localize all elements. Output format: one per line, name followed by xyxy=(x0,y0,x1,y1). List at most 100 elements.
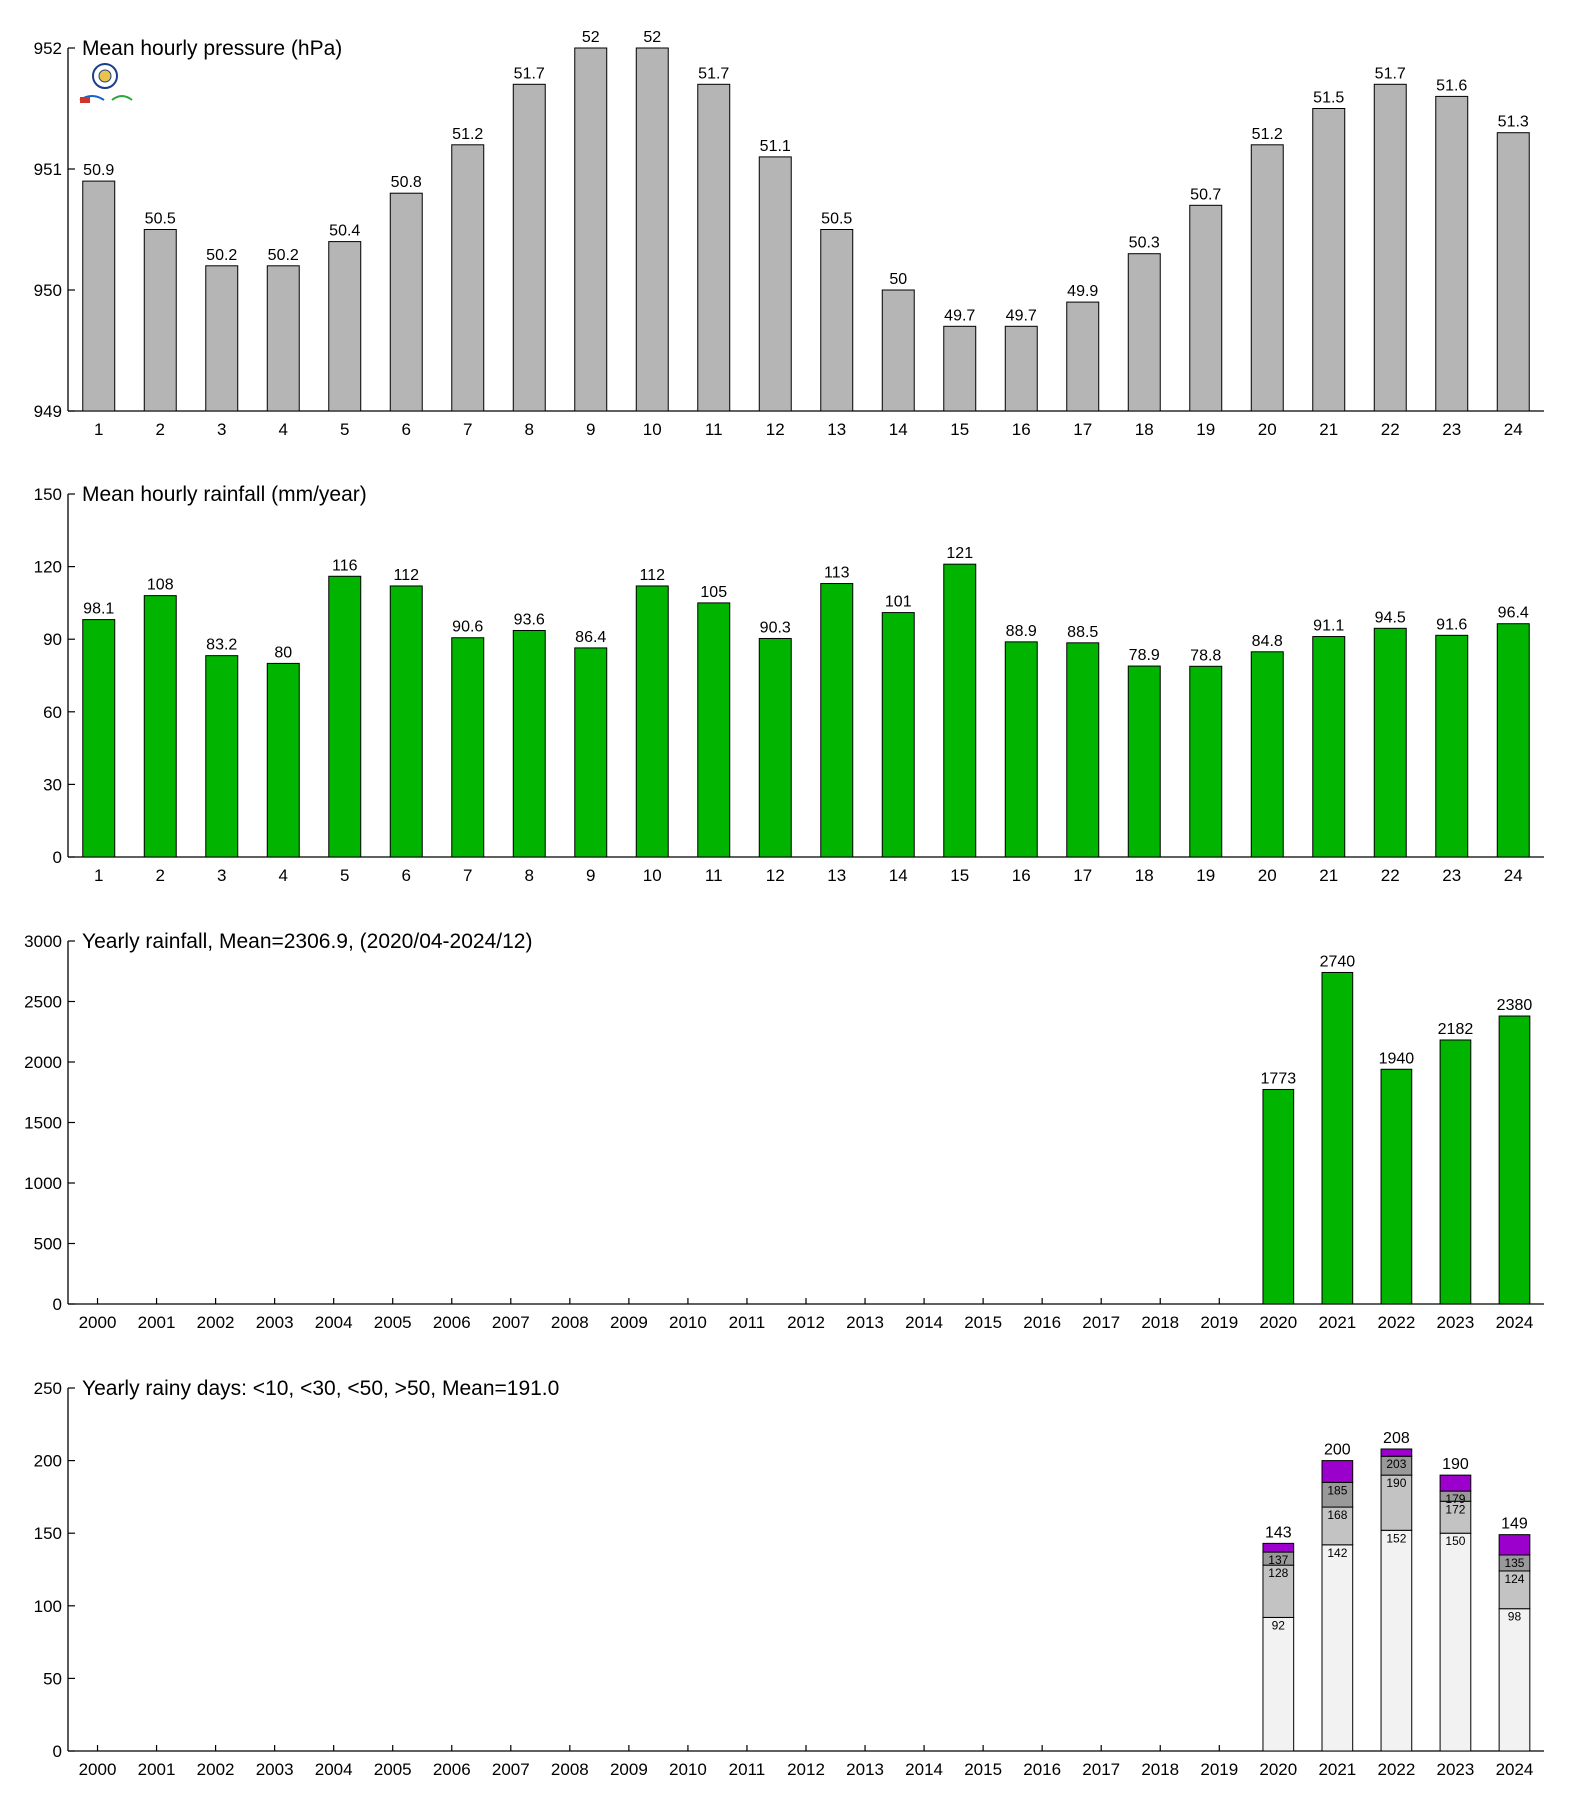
total-label: 149 xyxy=(1501,1516,1528,1533)
x-tick-label: 15 xyxy=(950,866,969,885)
x-tick-label: 8 xyxy=(525,866,534,885)
bar xyxy=(1250,144,1284,412)
data-label: 50.2 xyxy=(268,247,299,264)
data-label: 50.3 xyxy=(1129,235,1160,252)
data-label: 116 xyxy=(332,557,358,574)
x-tick-label: 2014 xyxy=(905,1313,943,1332)
bar xyxy=(1250,651,1284,858)
x-tick-label: 13 xyxy=(827,420,846,439)
x-tick-label: 2000 xyxy=(79,1760,117,1779)
data-label: 51.7 xyxy=(1375,65,1406,82)
bar xyxy=(1498,1015,1531,1305)
segment-label: 142 xyxy=(1327,1546,1347,1560)
x-tick-label: 2017 xyxy=(1082,1760,1120,1779)
x-tick-label: 18 xyxy=(1135,420,1154,439)
x-tick-label: 2016 xyxy=(1023,1313,1061,1332)
y-tick-label: 90 xyxy=(43,630,62,649)
bar xyxy=(82,619,116,858)
x-tick-label: 2015 xyxy=(964,1760,1002,1779)
x-tick-label: 15 xyxy=(950,420,969,439)
total-label: 200 xyxy=(1324,1442,1351,1459)
data-label: 78.9 xyxy=(1129,647,1160,664)
data-label: 50.2 xyxy=(206,247,237,264)
x-tick-label: 2011 xyxy=(729,1313,766,1332)
bar xyxy=(1435,95,1469,412)
bar xyxy=(143,229,177,412)
bar xyxy=(1312,108,1346,412)
stacked-bar-segment xyxy=(1321,1460,1354,1483)
x-tick-label: 2006 xyxy=(433,1760,471,1779)
x-tick-label: 7 xyxy=(463,866,472,885)
y-tick-label: 2500 xyxy=(24,993,62,1012)
segment-label: 172 xyxy=(1445,1502,1465,1516)
x-tick-label: 2020 xyxy=(1259,1313,1297,1332)
x-tick-label: 2 xyxy=(156,420,165,439)
x-tick-label: 2010 xyxy=(669,1313,707,1332)
x-tick-label: 3 xyxy=(217,420,226,439)
data-label: 51.6 xyxy=(1436,77,1467,94)
x-tick-label: 2023 xyxy=(1437,1313,1475,1332)
y-tick-label: 951 xyxy=(34,160,62,179)
x-tick-label: 2006 xyxy=(433,1313,471,1332)
y-tick-label: 0 xyxy=(53,848,62,867)
y-tick-label: 50 xyxy=(43,1669,62,1688)
bar xyxy=(1127,253,1161,412)
bar xyxy=(205,655,239,858)
x-tick-label: 5 xyxy=(340,866,349,885)
x-tick-label: 2018 xyxy=(1141,1760,1179,1779)
bar xyxy=(1066,301,1100,412)
bar xyxy=(943,325,977,412)
y-tick-label: 1500 xyxy=(24,1114,62,1133)
x-tick-label: 6 xyxy=(402,420,411,439)
y-tick-label: 100 xyxy=(34,1597,62,1616)
x-tick-label: 22 xyxy=(1381,420,1400,439)
x-tick-label: 2019 xyxy=(1200,1313,1238,1332)
y-tick-label: 150 xyxy=(34,1524,62,1543)
stacked-bar-segment xyxy=(1321,1506,1354,1546)
x-tick-label: 1 xyxy=(94,866,103,885)
x-tick-label: 2011 xyxy=(729,1760,766,1779)
bar xyxy=(758,156,792,412)
x-tick-label: 13 xyxy=(827,866,846,885)
x-tick-label: 24 xyxy=(1504,420,1523,439)
y-tick-label: 2000 xyxy=(24,1053,62,1072)
y-tick-label: 60 xyxy=(43,703,62,722)
stacked-bar-segment xyxy=(1380,1529,1413,1752)
x-tick-label: 5 xyxy=(340,420,349,439)
data-label: 83.2 xyxy=(206,637,237,654)
x-tick-label: 2024 xyxy=(1496,1313,1534,1332)
x-tick-label: 19 xyxy=(1196,420,1215,439)
bar xyxy=(697,83,731,412)
bar xyxy=(574,647,608,858)
data-label: 121 xyxy=(946,545,973,562)
x-tick-label: 21 xyxy=(1319,866,1338,885)
chart-panel-4: 0 50 100 150 200 250 2000 2001 2002 2003 2004 2005 2… xyxy=(34,1377,1544,1779)
x-tick-label: 2007 xyxy=(492,1760,530,1779)
bar xyxy=(512,83,546,412)
x-tick-label: 2016 xyxy=(1023,1760,1061,1779)
data-label: 52 xyxy=(582,29,600,46)
stacked-bar-segment xyxy=(1380,1448,1413,1457)
x-tick-label: 2015 xyxy=(964,1313,1002,1332)
data-label: 50 xyxy=(889,271,907,288)
x-tick-label: 12 xyxy=(766,420,785,439)
stacked-bar-segment xyxy=(1498,1608,1531,1752)
x-tick-label: 11 xyxy=(705,420,723,439)
stacked-bar-segment xyxy=(1321,1544,1354,1752)
x-tick-label: 6 xyxy=(402,866,411,885)
x-tick-label: 2018 xyxy=(1141,1313,1179,1332)
y-tick-label: 500 xyxy=(34,1235,62,1254)
stacked-bar-segment xyxy=(1439,1532,1472,1752)
stacked-bar-segment xyxy=(1321,1481,1354,1508)
data-label: 49.7 xyxy=(1006,307,1037,324)
x-tick-label: 2023 xyxy=(1437,1760,1475,1779)
data-label: 2740 xyxy=(1320,953,1356,970)
x-tick-label: 2001 xyxy=(138,1760,176,1779)
stacked-bar-segment xyxy=(1262,1616,1295,1752)
y-tick-label: 3000 xyxy=(24,932,62,951)
segment-label: 203 xyxy=(1386,1457,1406,1471)
data-label: 50.7 xyxy=(1190,186,1221,203)
x-tick-label: 12 xyxy=(766,866,785,885)
data-label: 52 xyxy=(643,29,661,46)
bar xyxy=(205,265,239,412)
